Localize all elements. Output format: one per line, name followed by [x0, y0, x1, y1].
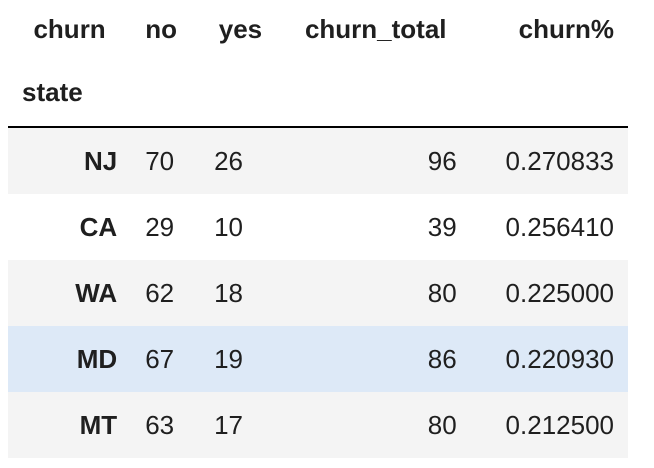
table-row: CA 29 10 39 0.256410	[8, 194, 628, 260]
column-header-churn-total: churn_total	[281, 0, 471, 58]
row-index-state: WA	[8, 260, 131, 326]
row-index-state: MD	[8, 326, 131, 392]
index-name-spacer	[200, 58, 281, 127]
cell-yes: 26	[200, 127, 281, 194]
row-index-state: MT	[8, 392, 131, 458]
dataframe-table: churn no yes churn_total churn% state NJ…	[8, 0, 628, 458]
table-body: NJ 70 26 96 0.270833 CA 29 10 39 0.25641…	[8, 127, 628, 458]
cell-churn-total: 86	[281, 326, 471, 392]
cell-no: 70	[131, 127, 200, 194]
cell-churn-total: 80	[281, 392, 471, 458]
cell-churn-pct: 0.220930	[471, 326, 628, 392]
cell-churn-pct: 0.212500	[471, 392, 628, 458]
index-name-label: state	[8, 58, 131, 127]
table-row: WA 62 18 80 0.225000	[8, 260, 628, 326]
cell-yes: 10	[200, 194, 281, 260]
column-header-yes: yes	[200, 0, 281, 58]
cell-yes: 18	[200, 260, 281, 326]
cell-churn-pct: 0.225000	[471, 260, 628, 326]
column-header-churn-pct: churn%	[471, 0, 628, 58]
index-name-spacer	[471, 58, 628, 127]
cell-no: 29	[131, 194, 200, 260]
index-name-row: state	[8, 58, 628, 127]
column-header-row: churn no yes churn_total churn%	[8, 0, 628, 58]
cell-churn-total: 39	[281, 194, 471, 260]
cell-churn-total: 80	[281, 260, 471, 326]
column-header-no: no	[131, 0, 200, 58]
cell-no: 67	[131, 326, 200, 392]
index-name-spacer	[131, 58, 200, 127]
cell-churn-pct: 0.270833	[471, 127, 628, 194]
cell-churn-pct: 0.256410	[471, 194, 628, 260]
cell-yes: 17	[200, 392, 281, 458]
row-index-state: CA	[8, 194, 131, 260]
row-index-state: NJ	[8, 127, 131, 194]
columns-name-label: churn	[8, 0, 131, 58]
table-row: MT 63 17 80 0.212500	[8, 392, 628, 458]
cell-yes: 19	[200, 326, 281, 392]
cell-no: 63	[131, 392, 200, 458]
cell-no: 62	[131, 260, 200, 326]
index-name-spacer	[281, 58, 471, 127]
cell-churn-total: 96	[281, 127, 471, 194]
table-row: NJ 70 26 96 0.270833	[8, 127, 628, 194]
table-row-hovered: MD 67 19 86 0.220930	[8, 326, 628, 392]
table-header: churn no yes churn_total churn% state	[8, 0, 628, 127]
